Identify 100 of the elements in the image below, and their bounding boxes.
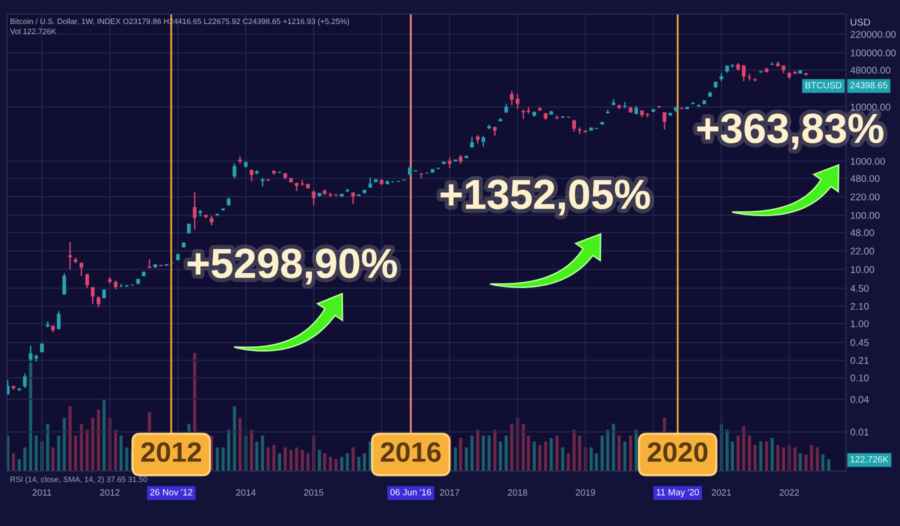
candlestick [419, 172, 424, 180]
bar [272, 445, 276, 471]
text: 26 Nov '12 [150, 489, 192, 496]
bar [102, 400, 106, 471]
bar [46, 424, 50, 471]
bar [821, 454, 824, 471]
bar [504, 436, 508, 471]
bar [232, 406, 236, 471]
bar [357, 456, 360, 471]
y-tick-label: 0.04 [850, 396, 869, 403]
y-tick-label: 0.01 [850, 428, 869, 436]
candlestick [85, 272, 90, 289]
bar [96, 410, 100, 471]
bar [550, 438, 553, 471]
candlestick [448, 157, 452, 169]
bar [306, 453, 310, 471]
bar [284, 447, 287, 471]
candlestick [742, 64, 746, 82]
bar [730, 442, 734, 471]
y-tick-label: 48.00 [850, 229, 874, 236]
bar [482, 436, 485, 471]
candlestick [68, 241, 72, 270]
bar [498, 442, 502, 471]
bar [793, 447, 797, 471]
candlestick [90, 286, 95, 305]
bar [295, 447, 298, 471]
bar [91, 418, 94, 471]
bar [798, 453, 802, 471]
text: 122.726K [850, 456, 889, 462]
bar [23, 447, 26, 471]
bar [125, 447, 128, 471]
bar [464, 447, 468, 471]
bar [86, 430, 89, 471]
bar [566, 453, 570, 471]
candlestick [368, 177, 372, 189]
bar [561, 447, 564, 471]
bar [753, 445, 757, 471]
bar [300, 450, 304, 471]
bar [470, 436, 474, 471]
bar [227, 430, 230, 471]
x-tick-label: 2022 [780, 489, 799, 496]
bar [572, 430, 576, 471]
y-tick-label: 0.10 [850, 374, 869, 382]
bar [238, 418, 242, 471]
bar [34, 436, 38, 471]
bar [488, 436, 491, 471]
ref-line-label: 2012 [141, 442, 202, 462]
bar [459, 438, 462, 471]
x-tick-label: 2012 [100, 489, 120, 496]
text: 11 May '20 [656, 489, 699, 498]
bar [51, 447, 54, 471]
candlestick [56, 310, 61, 330]
x-tick-label: 2021 [712, 489, 731, 496]
bar [80, 424, 83, 471]
bar [318, 450, 322, 471]
bar [18, 459, 21, 471]
bar [810, 445, 814, 471]
annotation: +363,83% [697, 114, 884, 150]
bar [776, 445, 780, 471]
text: USD [850, 18, 870, 26]
bar [346, 453, 349, 471]
x-tick-label: 2014 [236, 489, 256, 496]
candlestick [312, 190, 316, 206]
candlestick [232, 162, 236, 179]
candlestick [300, 179, 304, 186]
bar [770, 438, 774, 471]
x-tick-label: 2011 [32, 489, 52, 496]
bar [634, 430, 638, 471]
annotation: +5298,90% [188, 248, 397, 284]
bar [250, 430, 254, 471]
y-tick-label: 480.00 [850, 175, 880, 182]
candlestick [510, 90, 514, 106]
y-tick-label: 220000.00 [850, 30, 896, 38]
bar [12, 453, 16, 471]
bar [782, 447, 786, 471]
y-tick-label: 4.50 [850, 284, 869, 292]
bar [578, 436, 582, 471]
y-tick-label: 10.00 [850, 266, 874, 274]
y-tick-label: 0.21 [850, 357, 869, 364]
candlestick [80, 262, 84, 277]
candlestick [572, 120, 576, 132]
bar [278, 453, 282, 471]
candlestick [40, 342, 44, 353]
y-tick-label: 100.00 [850, 212, 880, 219]
bar [493, 430, 496, 471]
bar [362, 453, 366, 471]
candlestick [148, 258, 152, 269]
bar [522, 424, 525, 471]
ref-line-label: 2016 [380, 442, 441, 462]
y-tick-label: 0.45 [850, 339, 869, 346]
bar [590, 447, 593, 471]
bar [555, 436, 559, 471]
bar [260, 436, 264, 471]
bar [216, 447, 219, 471]
bar [62, 418, 66, 471]
text: 24398.65 [850, 82, 888, 88]
annotation: +1352,05% [440, 180, 650, 216]
bar [476, 430, 480, 471]
candlestick [210, 215, 214, 226]
annotation: BTCUSD [806, 82, 842, 88]
